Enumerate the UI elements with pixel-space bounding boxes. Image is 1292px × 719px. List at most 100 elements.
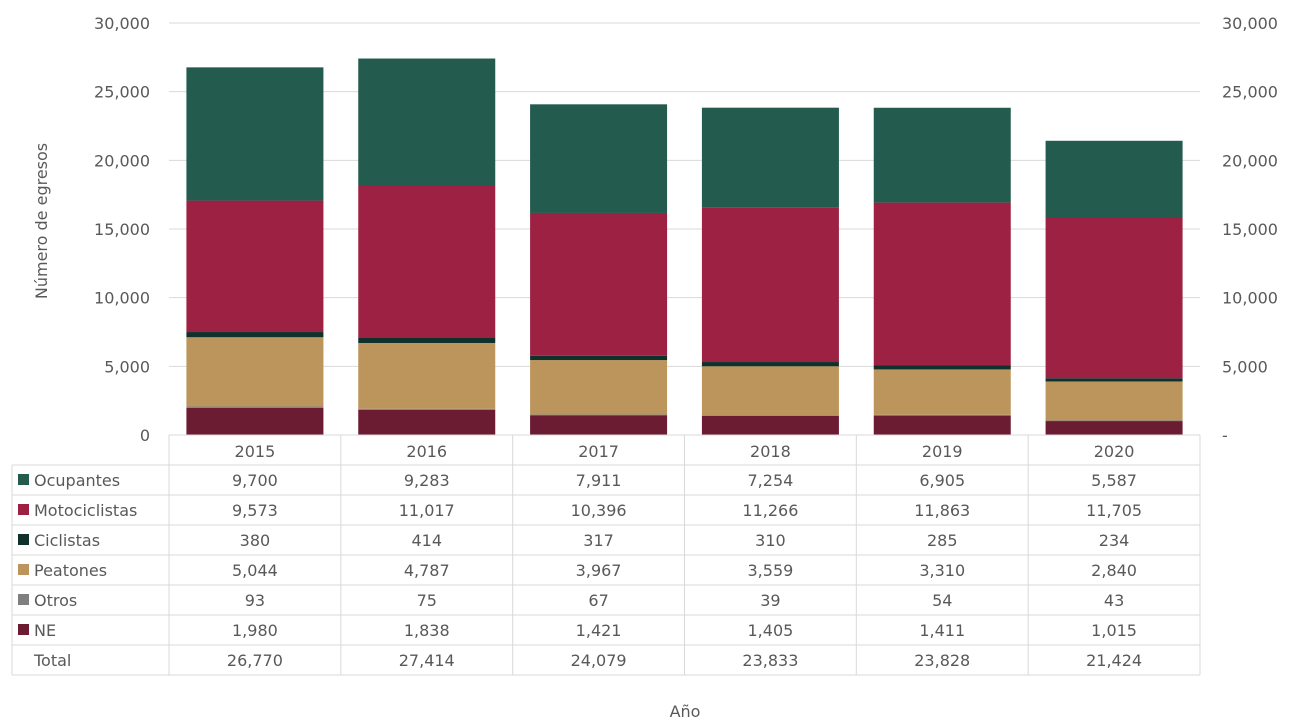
- bar-otros-2019: [873, 414, 1011, 416]
- data-label-ocupantes: 6,905: [919, 471, 965, 490]
- y-tick-label-left: 0: [140, 426, 150, 445]
- y-tick-label-right: 15,000: [1222, 220, 1278, 239]
- data-label-otros: 67: [588, 591, 608, 610]
- data-label-otros: 93: [245, 591, 265, 610]
- data-label-ciclistas: 310: [755, 531, 786, 550]
- bar-peatones-2019: [873, 369, 1011, 415]
- data-label-peatones: 3,967: [576, 561, 622, 580]
- x-tick-label: 2017: [578, 442, 619, 461]
- data-label-peatones: 5,044: [232, 561, 278, 580]
- legend-swatch-motociclistas: [18, 504, 29, 515]
- total-value: 24,079: [571, 651, 627, 670]
- bar-motociclistas-2016: [358, 186, 496, 338]
- bar-ocupantes-2017: [530, 104, 668, 213]
- total-label: Total: [33, 651, 71, 670]
- data-table: 2015 2016 2017 2018 2019 2020 Ocupantes 9,700 9,…: [11, 434, 1201, 676]
- legend-swatch-peatones: [18, 564, 29, 575]
- y-tick-label-left: 15,000: [94, 220, 150, 239]
- bar-ciclistas-2020: [1045, 378, 1183, 382]
- y-tick-label-right: -: [1222, 426, 1228, 445]
- x-tick-label: 2018: [750, 442, 791, 461]
- data-label-otros: 39: [760, 591, 780, 610]
- bar-motociclistas-2019: [873, 202, 1011, 366]
- bar-ne-2015: [186, 407, 324, 435]
- bar-ciclistas-2015: [186, 332, 324, 338]
- data-label-otros: 75: [417, 591, 437, 610]
- y-tick-label-right: 5,000: [1222, 357, 1268, 376]
- total-value: 23,833: [742, 651, 798, 670]
- x-tick-label: 2016: [406, 442, 447, 461]
- y-tick-label-left: 30,000: [94, 14, 150, 33]
- data-label-ocupantes: 9,283: [404, 471, 450, 490]
- bar-ciclistas-2018: [701, 362, 839, 367]
- gridlines: [169, 22, 1200, 367]
- bar-ocupantes-2018: [701, 107, 839, 208]
- bar-peatones-2018: [701, 366, 839, 416]
- total-value: 23,828: [914, 651, 970, 670]
- bar-ne-2016: [358, 409, 496, 435]
- data-label-motociclistas: 11,266: [742, 501, 798, 520]
- bar-ciclistas-2017: [530, 355, 668, 361]
- data-label-peatones: 2,840: [1091, 561, 1137, 580]
- data-label-ocupantes: 9,700: [232, 471, 278, 490]
- legend-label-peatones: Peatones: [34, 561, 107, 580]
- data-label-motociclistas: 11,863: [914, 501, 970, 520]
- y-tick-label-right: 10,000: [1222, 289, 1278, 308]
- data-label-peatones: 4,787: [404, 561, 450, 580]
- bar-peatones-2015: [186, 337, 324, 407]
- x-tick-label: 2019: [922, 442, 963, 461]
- bar-ocupantes-2019: [873, 107, 1011, 203]
- total-value: 27,414: [399, 651, 455, 670]
- bars: [186, 58, 1183, 435]
- data-label-motociclistas: 11,705: [1086, 501, 1142, 520]
- y-axis-title: Número de egresos: [32, 143, 51, 299]
- x-tick-label: 2020: [1094, 442, 1135, 461]
- bar-motociclistas-2015: [186, 200, 324, 333]
- legend-label-ne: NE: [34, 621, 56, 640]
- data-label-ne: 1,838: [404, 621, 450, 640]
- legend-label-ciclistas: Ciclistas: [34, 531, 100, 550]
- bar-otros-2018: [701, 415, 839, 416]
- y-tick-label-right: 20,000: [1222, 151, 1278, 170]
- legend-swatch-otros: [18, 594, 29, 605]
- total-value: 26,770: [227, 651, 283, 670]
- legend-label-motociclistas: Motociclistas: [34, 501, 137, 520]
- data-label-motociclistas: 11,017: [399, 501, 455, 520]
- data-label-ne: 1,405: [748, 621, 794, 640]
- data-label-ciclistas: 380: [240, 531, 271, 550]
- bar-otros-2016: [358, 408, 496, 410]
- bar-peatones-2017: [530, 360, 668, 415]
- bar-ocupantes-2020: [1045, 140, 1183, 218]
- bar-ocupantes-2016: [358, 58, 496, 187]
- total-value: 21,424: [1086, 651, 1142, 670]
- bar-peatones-2020: [1045, 381, 1183, 421]
- bar-ne-2018: [701, 415, 839, 435]
- legend-swatch-ne: [18, 624, 29, 635]
- data-label-ciclistas: 414: [411, 531, 442, 550]
- data-label-ocupantes: 7,911: [576, 471, 622, 490]
- legend-swatch-ocupantes: [18, 474, 29, 485]
- data-label-ne: 1,411: [919, 621, 965, 640]
- x-axis-title: Año: [670, 702, 701, 719]
- bar-motociclistas-2017: [530, 212, 668, 356]
- bar-ocupantes-2015: [186, 67, 324, 201]
- y-axis-left: 0 5,000 10,000 15,000 20,000 25,000 30,000: [94, 14, 150, 445]
- legend-label-ocupantes: Ocupantes: [34, 471, 120, 490]
- bar-ciclistas-2019: [873, 365, 1011, 370]
- legend-label-otros: Otros: [34, 591, 77, 610]
- data-label-ciclistas: 285: [927, 531, 958, 550]
- y-tick-label-left: 10,000: [94, 289, 150, 308]
- x-tick-label: 2015: [235, 442, 276, 461]
- bar-otros-2015: [186, 406, 324, 408]
- data-label-ciclistas: 317: [583, 531, 614, 550]
- bar-otros-2020: [1045, 420, 1183, 422]
- data-label-motociclistas: 9,573: [232, 501, 278, 520]
- data-label-ciclistas: 234: [1099, 531, 1130, 550]
- bar-ne-2017: [530, 415, 668, 435]
- data-label-ne: 1,015: [1091, 621, 1137, 640]
- bar-otros-2017: [530, 414, 668, 416]
- bar-peatones-2016: [358, 342, 496, 409]
- legend-swatch-ciclistas: [18, 534, 29, 545]
- data-label-motociclistas: 10,396: [571, 501, 627, 520]
